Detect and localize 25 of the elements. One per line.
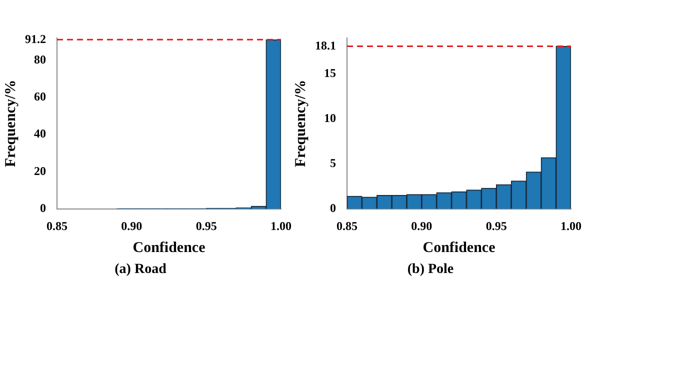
y-tick-label: 15 xyxy=(324,66,336,80)
y-tick-label: 20 xyxy=(34,164,46,178)
x-tick-label: 0.85 xyxy=(46,219,68,234)
x-tick-label: 0.95 xyxy=(486,219,507,234)
y-tick-label: 10 xyxy=(324,111,336,126)
text: (b) Pole xyxy=(407,262,454,278)
x-tick-label: 1.00 xyxy=(270,219,292,234)
y-tick-label: 18.1 xyxy=(315,38,336,52)
x-tick-label: 0.90 xyxy=(121,219,142,234)
x-axis-title: Confidence xyxy=(422,240,496,256)
y-tick-label: 5 xyxy=(330,156,336,170)
y-tick-label: 91.2 xyxy=(25,32,46,46)
x-tick-label: 1.00 xyxy=(560,219,582,234)
x-axis-title: Confidence xyxy=(132,240,206,256)
y-axis-title: Frequency/% xyxy=(2,80,19,168)
x-tick-label: 0.90 xyxy=(411,219,432,234)
y-axis-title: Frequency/% xyxy=(292,80,309,168)
text: (a) Road xyxy=(114,262,167,278)
y-tick-label: 0 xyxy=(40,200,46,215)
x-tick-label: 0.85 xyxy=(336,219,358,234)
y-tick-label: 0 xyxy=(330,200,336,215)
y-tick-label: 40 xyxy=(34,126,46,141)
y-tick-label: 80 xyxy=(34,52,46,67)
y-tick-label: 60 xyxy=(34,90,46,104)
x-tick-label: 0.95 xyxy=(196,219,217,234)
